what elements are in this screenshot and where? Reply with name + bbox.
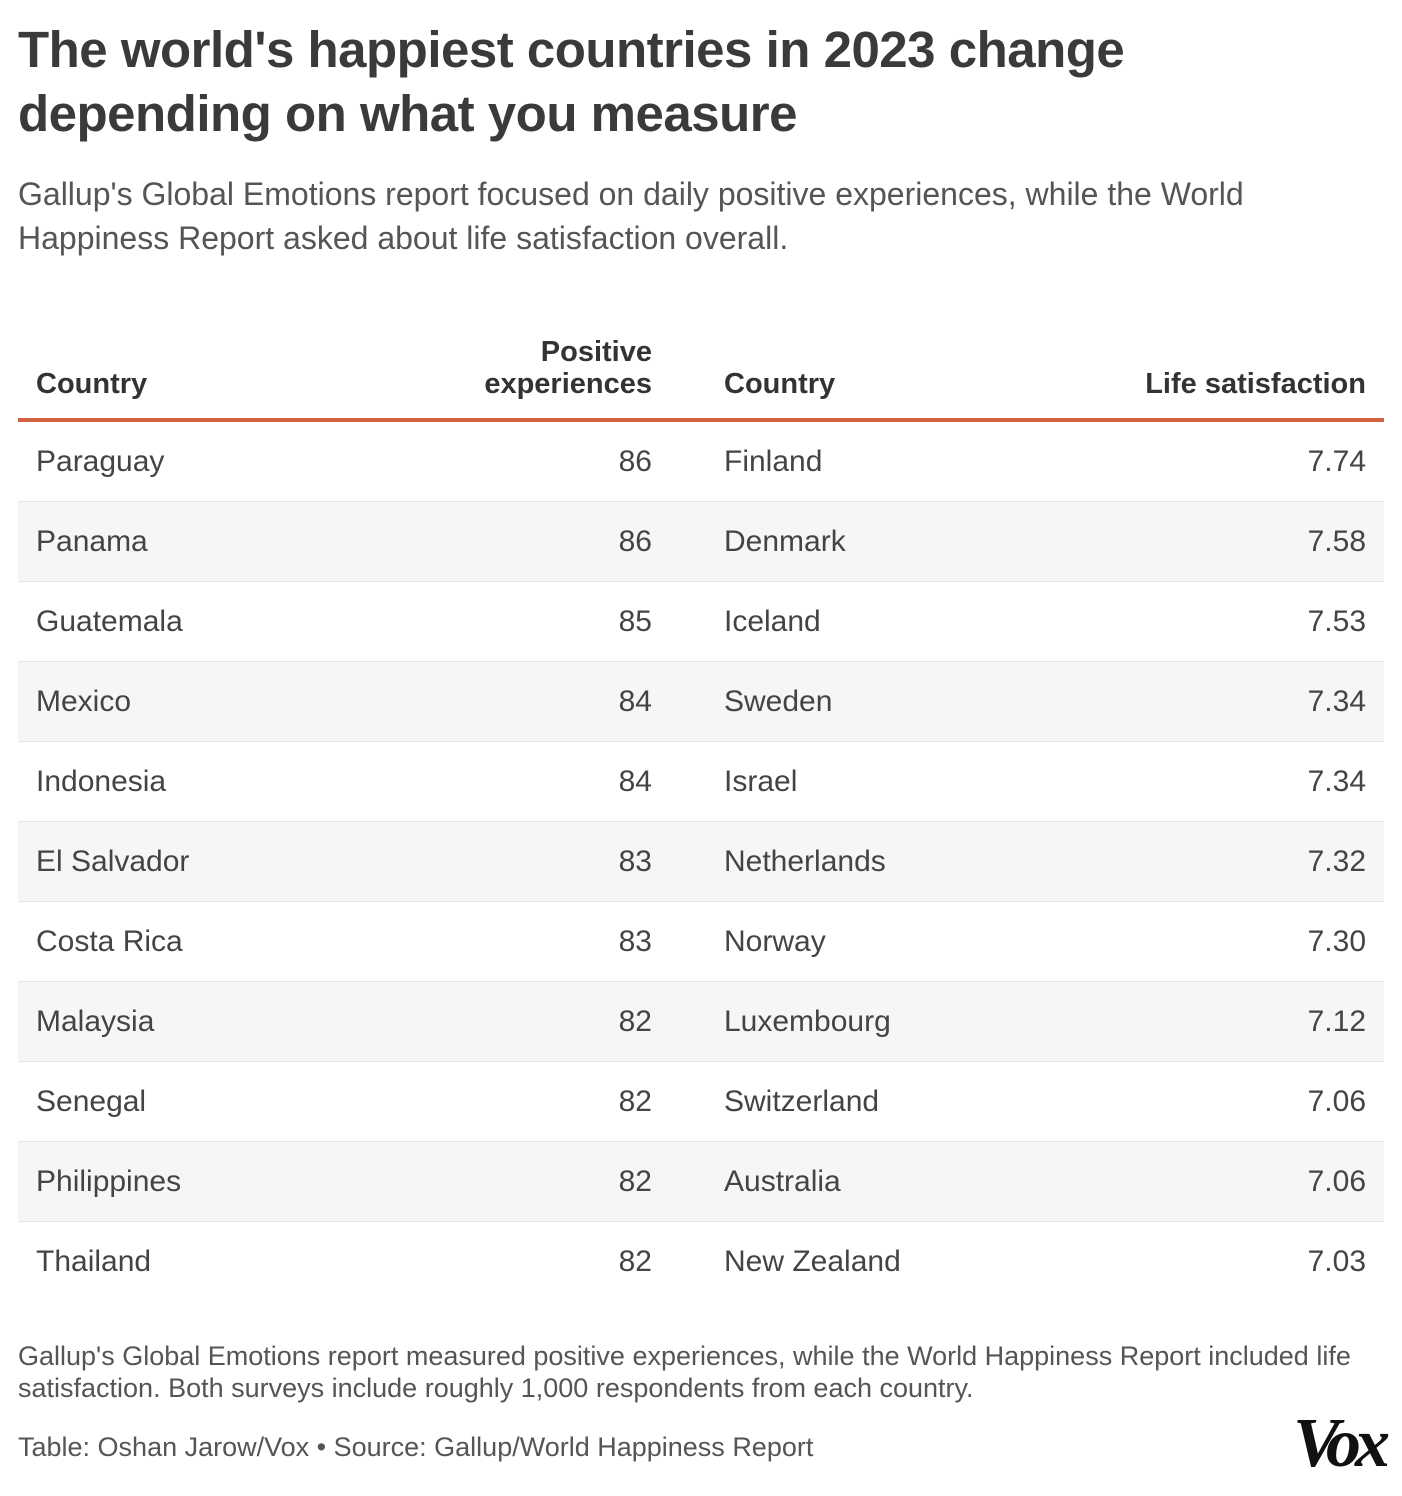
life-satisfaction-value: 7.06 xyxy=(1307,1165,1366,1198)
table-header: Country Positive experiences Country Lif… xyxy=(18,330,1384,422)
country-positive: Malaysia xyxy=(36,1005,155,1038)
table-row: Philippines 82 Australia 7.06 xyxy=(18,1142,1384,1222)
country-life: Israel xyxy=(724,765,798,798)
country-positive: Senegal xyxy=(36,1085,147,1118)
country-positive: Guatemala xyxy=(36,605,183,638)
table-row: Paraguay 86 Finland 7.74 xyxy=(18,422,1384,502)
positive-experiences-value: 84 xyxy=(618,685,652,718)
country-life: Finland xyxy=(724,445,823,478)
header-positive-experiences: Positive experiences xyxy=(484,336,652,400)
country-positive: Panama xyxy=(36,525,148,558)
country-positive: Indonesia xyxy=(36,765,167,798)
table-row: Panama 86 Denmark 7.58 xyxy=(18,502,1384,582)
country-positive: Philippines xyxy=(36,1165,182,1198)
positive-experiences-value: 83 xyxy=(618,845,652,878)
header-positive-line1: Positive xyxy=(540,336,652,368)
country-life: Switzerland xyxy=(724,1085,880,1118)
life-satisfaction-value: 7.06 xyxy=(1307,1085,1366,1118)
positive-experiences-value: 82 xyxy=(618,1245,652,1278)
country-positive: Thailand xyxy=(36,1245,152,1278)
country-positive: Mexico xyxy=(36,685,132,718)
country-positive: Costa Rica xyxy=(36,925,183,958)
positive-experiences-value: 83 xyxy=(618,925,652,958)
header-positive-line2: experiences xyxy=(484,368,652,400)
life-satisfaction-value: 7.30 xyxy=(1307,925,1366,958)
table-row: El Salvador 83 Netherlands 7.32 xyxy=(18,822,1384,902)
country-positive: Paraguay xyxy=(36,445,165,478)
life-satisfaction-value: 7.74 xyxy=(1307,445,1366,478)
life-satisfaction-value: 7.34 xyxy=(1307,685,1366,718)
life-satisfaction-value: 7.32 xyxy=(1307,845,1366,878)
table-row: Thailand 82 New Zealand 7.03 xyxy=(18,1222,1384,1301)
country-life: Netherlands xyxy=(724,845,886,878)
table-row: Malaysia 82 Luxembourg 7.12 xyxy=(18,982,1384,1062)
table-body: Paraguay 86 Finland 7.74 Panama 86 Denmark 7.58… xyxy=(18,422,1384,1301)
country-life: Australia xyxy=(724,1165,841,1198)
country-life: Sweden xyxy=(724,685,833,718)
life-satisfaction-value: 7.58 xyxy=(1307,525,1366,558)
header-country-right: Country xyxy=(724,368,836,400)
table-note: Gallup's Global Emotions report measured… xyxy=(18,1341,1351,1403)
table-row: Senegal 82 Switzerland 7.06 xyxy=(18,1062,1384,1142)
life-satisfaction-value: 7.03 xyxy=(1307,1245,1366,1278)
country-positive: El Salvador xyxy=(36,845,190,878)
life-satisfaction-value: 7.53 xyxy=(1307,605,1366,638)
table-source: Table: Oshan Jarow/Vox • Source: Gallup/… xyxy=(18,1432,814,1462)
life-satisfaction-value: 7.12 xyxy=(1307,1005,1366,1038)
life-satisfaction-value: 7.34 xyxy=(1307,765,1366,798)
table-row: Indonesia 84 Israel 7.34 xyxy=(18,742,1384,822)
country-life: New Zealand xyxy=(724,1245,901,1278)
header-life-satisfaction: Life satisfaction xyxy=(1145,368,1366,400)
happiness-table: Country Positive experiences Country Lif… xyxy=(18,330,1384,1301)
positive-experiences-value: 82 xyxy=(618,1165,652,1198)
country-life: Luxembourg xyxy=(724,1005,891,1038)
positive-experiences-value: 84 xyxy=(618,765,652,798)
chart-title: The world's happiest countries in 2023 c… xyxy=(18,21,1125,142)
table-row: Costa Rica 83 Norway 7.30 xyxy=(18,902,1384,982)
positive-experiences-value: 85 xyxy=(618,605,652,638)
header-country-left: Country xyxy=(36,368,148,400)
country-life: Iceland xyxy=(724,605,821,638)
positive-experiences-value: 86 xyxy=(618,525,652,558)
table-row: Mexico 84 Sweden 7.34 xyxy=(18,662,1384,742)
positive-experiences-value: 86 xyxy=(618,445,652,478)
vox-logo: Vox xyxy=(1293,1405,1390,1482)
table-row: Guatemala 85 Iceland 7.53 xyxy=(18,582,1384,662)
chart-subtitle: Gallup's Global Emotions report focused … xyxy=(18,176,1244,256)
country-life: Norway xyxy=(724,925,826,958)
country-life: Denmark xyxy=(724,525,846,558)
positive-experiences-value: 82 xyxy=(618,1005,652,1038)
positive-experiences-value: 82 xyxy=(618,1085,652,1118)
